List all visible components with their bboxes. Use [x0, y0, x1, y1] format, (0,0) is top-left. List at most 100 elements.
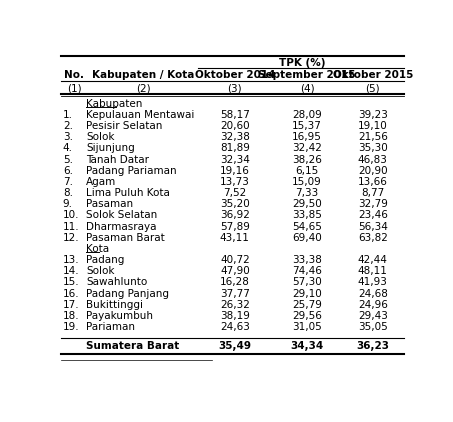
Text: TPK (%): TPK (%) — [279, 58, 325, 68]
Text: 38,19: 38,19 — [220, 311, 250, 321]
Text: Oktober 2015: Oktober 2015 — [333, 70, 413, 80]
Text: 6.: 6. — [63, 166, 73, 176]
Text: 7,52: 7,52 — [223, 188, 246, 198]
Text: Solok: Solok — [86, 132, 115, 142]
Text: Pasaman: Pasaman — [86, 199, 133, 209]
Text: 3.: 3. — [63, 132, 73, 142]
Text: 24,63: 24,63 — [220, 322, 250, 332]
Text: 34,34: 34,34 — [290, 341, 323, 351]
Text: Padang: Padang — [86, 255, 125, 265]
Text: (4): (4) — [299, 84, 314, 93]
Text: Bukittinggi: Bukittinggi — [86, 300, 143, 310]
Text: Kota: Kota — [86, 244, 109, 254]
Text: 29,43: 29,43 — [358, 311, 388, 321]
Text: Sumatera Barat: Sumatera Barat — [86, 341, 179, 351]
Text: 24,96: 24,96 — [358, 300, 388, 310]
Text: 11.: 11. — [63, 222, 79, 232]
Text: Solok: Solok — [86, 266, 115, 276]
Text: Payakumbuh: Payakumbuh — [86, 311, 153, 321]
Text: 46,83: 46,83 — [358, 154, 388, 165]
Text: 28,09: 28,09 — [292, 110, 322, 120]
Text: 17.: 17. — [63, 300, 79, 310]
Text: 33,85: 33,85 — [292, 211, 322, 220]
Text: 36,23: 36,23 — [357, 341, 389, 351]
Text: September 2015: September 2015 — [258, 70, 356, 80]
Text: 57,89: 57,89 — [220, 222, 250, 232]
Text: Kabupaten / Kota: Kabupaten / Kota — [92, 70, 194, 80]
Text: 21,56: 21,56 — [358, 132, 388, 142]
Text: 6,15: 6,15 — [295, 166, 318, 176]
Text: 47,90: 47,90 — [220, 266, 250, 276]
Text: 16.: 16. — [63, 289, 79, 299]
Text: 35,20: 35,20 — [220, 199, 250, 209]
Text: 32,34: 32,34 — [220, 154, 250, 165]
Text: 20,60: 20,60 — [220, 121, 250, 131]
Text: 19,10: 19,10 — [358, 121, 388, 131]
Text: 42,44: 42,44 — [358, 255, 388, 265]
Text: 29,50: 29,50 — [292, 199, 322, 209]
Text: 43,11: 43,11 — [220, 233, 250, 243]
Text: Oktober 2014: Oktober 2014 — [195, 70, 275, 80]
Text: (5): (5) — [366, 84, 380, 93]
Text: 8.: 8. — [63, 188, 73, 198]
Text: Pariaman: Pariaman — [86, 322, 135, 332]
Text: 16,28: 16,28 — [220, 277, 250, 287]
Text: 39,23: 39,23 — [358, 110, 388, 120]
Text: 19,16: 19,16 — [220, 166, 250, 176]
Text: Agam: Agam — [86, 177, 116, 187]
Text: 20,90: 20,90 — [358, 166, 388, 176]
Text: 9.: 9. — [63, 199, 73, 209]
Text: 23,46: 23,46 — [358, 211, 388, 220]
Text: Solok Selatan: Solok Selatan — [86, 211, 157, 220]
Text: 35,30: 35,30 — [358, 143, 388, 154]
Text: (1): (1) — [67, 84, 82, 93]
Text: 54,65: 54,65 — [292, 222, 322, 232]
Text: 8,77: 8,77 — [361, 188, 385, 198]
Text: 15.: 15. — [63, 277, 79, 287]
Text: 5.: 5. — [63, 154, 73, 165]
Text: 7.: 7. — [63, 177, 73, 187]
Text: Kepulauan Mentawai: Kepulauan Mentawai — [86, 110, 194, 120]
Text: 13,73: 13,73 — [220, 177, 250, 187]
Text: 35,05: 35,05 — [358, 322, 388, 332]
Text: 1.: 1. — [63, 110, 73, 120]
Text: Sijunjung: Sijunjung — [86, 143, 135, 154]
Text: 24,68: 24,68 — [358, 289, 388, 299]
Text: 36,92: 36,92 — [220, 211, 250, 220]
Text: 57,30: 57,30 — [292, 277, 322, 287]
Text: 40,72: 40,72 — [220, 255, 250, 265]
Text: 29,10: 29,10 — [292, 289, 322, 299]
Text: 16,95: 16,95 — [292, 132, 322, 142]
Text: 32,38: 32,38 — [220, 132, 250, 142]
Text: No.: No. — [64, 70, 84, 80]
Text: Pesisir Selatan: Pesisir Selatan — [86, 121, 163, 131]
Text: 48,11: 48,11 — [358, 266, 388, 276]
Text: 4.: 4. — [63, 143, 73, 154]
Text: Kabupaten: Kabupaten — [86, 99, 142, 109]
Text: 63,82: 63,82 — [358, 233, 388, 243]
Text: 81,89: 81,89 — [220, 143, 250, 154]
Text: 74,46: 74,46 — [292, 266, 322, 276]
Text: 33,38: 33,38 — [292, 255, 322, 265]
Text: 2.: 2. — [63, 121, 73, 131]
Text: 32,42: 32,42 — [292, 143, 322, 154]
Text: 38,26: 38,26 — [292, 154, 322, 165]
Text: 15,09: 15,09 — [292, 177, 322, 187]
Text: (3): (3) — [227, 84, 242, 93]
Text: Padang Pariaman: Padang Pariaman — [86, 166, 177, 176]
Text: (2): (2) — [136, 84, 150, 93]
Text: 7,33: 7,33 — [295, 188, 318, 198]
Text: 25,79: 25,79 — [292, 300, 322, 310]
Text: 31,05: 31,05 — [292, 322, 322, 332]
Text: 69,40: 69,40 — [292, 233, 322, 243]
Text: Tanah Datar: Tanah Datar — [86, 154, 149, 165]
Text: 32,79: 32,79 — [358, 199, 388, 209]
Text: 15,37: 15,37 — [292, 121, 322, 131]
Text: 26,32: 26,32 — [220, 300, 250, 310]
Text: 13.: 13. — [63, 255, 79, 265]
Text: 56,34: 56,34 — [358, 222, 388, 232]
Text: Padang Panjang: Padang Panjang — [86, 289, 169, 299]
Text: 12.: 12. — [63, 233, 79, 243]
Text: 35,49: 35,49 — [218, 341, 251, 351]
Text: Sawahlunto: Sawahlunto — [86, 277, 147, 287]
